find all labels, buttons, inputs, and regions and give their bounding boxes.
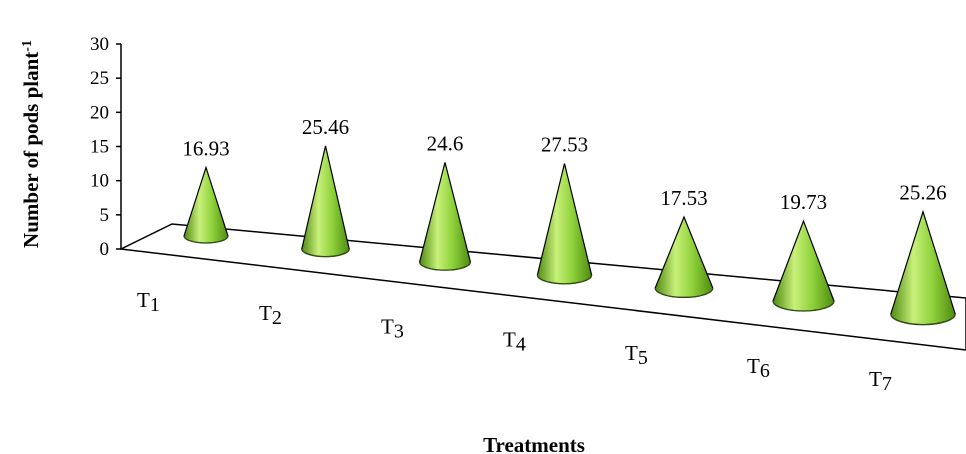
cone-T2 — [301, 145, 350, 258]
cone-base-shade — [654, 287, 714, 298]
y-tick-label: 30 — [90, 34, 109, 55]
category-label-main: T — [259, 301, 272, 325]
category-label: T3 — [381, 314, 404, 342]
cone-base-shade — [890, 313, 956, 326]
category-label-main: T — [747, 354, 760, 378]
cone-body — [183, 165, 229, 244]
y-axis: 0 5 10 15 20 25 30 — [90, 34, 122, 260]
y-tick-label: 0 — [100, 239, 110, 260]
cone-base-shade — [301, 248, 350, 258]
cone-base-shade — [536, 274, 593, 285]
category-label: T4 — [503, 328, 526, 356]
y-axis-title-text: Number of pods plant — [19, 52, 43, 248]
cones — [183, 145, 956, 326]
category-label-sub: 5 — [638, 347, 648, 369]
category-label-main: T — [381, 314, 394, 338]
value-label: 27.53 — [541, 133, 588, 157]
cone-body — [418, 162, 472, 271]
y-axis-title: Number of pods plant-1 — [19, 40, 43, 248]
value-label: 19.73 — [780, 190, 827, 214]
value-labels: 16.93 25.46 24.6 27.53 17.53 19.73 25.26 — [182, 115, 946, 214]
category-label: T2 — [259, 301, 282, 329]
category-label-sub: 4 — [516, 334, 526, 356]
cone-T4 — [536, 163, 593, 285]
cone-body — [654, 215, 714, 298]
category-label: T5 — [625, 341, 648, 369]
value-label: 25.46 — [302, 115, 349, 139]
x-axis-title: Treatments — [483, 433, 585, 454]
category-label-sub: 3 — [394, 320, 404, 342]
cone-T5 — [654, 215, 714, 298]
category-label: T7 — [869, 367, 892, 395]
y-tick-label: 10 — [90, 171, 109, 192]
cone-body — [301, 145, 350, 258]
cone-body — [536, 163, 593, 285]
value-label: 17.53 — [660, 186, 707, 210]
chart-floor — [118, 223, 966, 351]
category-labels: T1 T2 T3 T4 T5 T6 T7 — [137, 288, 892, 395]
y-tick-label: 25 — [90, 68, 109, 89]
y-tick-label: 5 — [100, 205, 110, 226]
cone-T3 — [418, 162, 472, 271]
cone-body — [772, 219, 835, 312]
cone-body — [890, 209, 956, 326]
y-ticks: 0 5 10 15 20 25 30 — [90, 34, 121, 260]
cone-T6 — [772, 219, 835, 312]
cone-T7 — [890, 209, 956, 326]
category-label-sub: 2 — [272, 307, 282, 329]
category-label-sub: 6 — [760, 360, 770, 382]
floor-plane — [118, 223, 966, 351]
cone-T1 — [183, 165, 229, 244]
category-label-main: T — [869, 367, 882, 391]
y-axis-title-superscript: -1 — [20, 40, 35, 52]
y-tick-label: 20 — [90, 102, 109, 123]
value-label: 24.6 — [427, 131, 464, 155]
category-label-main: T — [625, 341, 638, 365]
y-tick-label: 15 — [90, 137, 109, 158]
cone-base-shade — [772, 300, 835, 312]
category-label: T6 — [747, 354, 770, 382]
category-label-main: T — [503, 328, 516, 352]
cone-base-shade — [183, 235, 229, 244]
category-label-sub: 1 — [150, 294, 160, 316]
value-label: 16.93 — [182, 136, 229, 160]
value-label: 25.26 — [899, 181, 946, 205]
cone-base-shade — [419, 261, 471, 271]
category-label: T1 — [137, 288, 160, 316]
category-label-main: T — [137, 288, 150, 312]
category-label-sub: 7 — [882, 373, 892, 395]
